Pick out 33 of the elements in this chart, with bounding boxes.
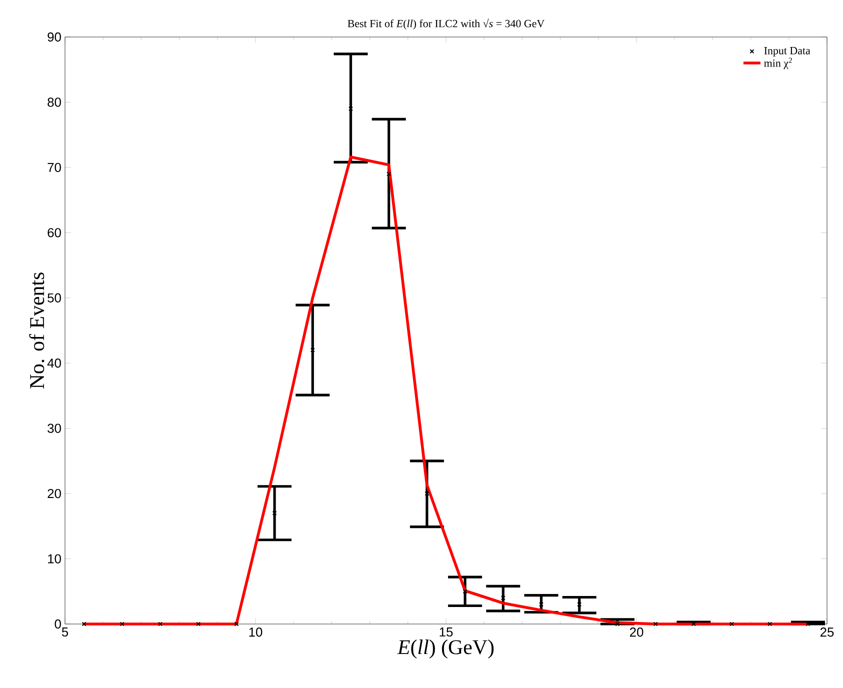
point — [386, 172, 392, 176]
y-tick-label: 20 — [48, 488, 61, 498]
y-tick-label: 80 — [48, 98, 61, 107]
legend-label: Input Data — [764, 47, 810, 57]
y-tick-label: 0 — [54, 619, 61, 629]
point — [577, 602, 582, 607]
point — [729, 622, 734, 626]
y-tick-label: 10 — [48, 554, 61, 564]
y-tick-label: 60 — [48, 228, 61, 238]
y-tick-label: 30 — [48, 424, 61, 433]
x-tick-label: 20 — [630, 628, 644, 637]
y-axis-title: No. of Events — [29, 272, 44, 389]
point — [653, 622, 658, 626]
x-tick-label: 15 — [440, 628, 453, 637]
point — [424, 491, 430, 496]
x-axis-title: E(ll) (GeV) — [397, 640, 494, 658]
y-tick-label: 50 — [48, 293, 61, 302]
y-tick-label: 40 — [47, 358, 61, 368]
x-tick-label: 10 — [249, 628, 262, 637]
point — [272, 510, 277, 516]
y-tick-label: 70 — [48, 162, 61, 172]
x-tick-label: 25 — [820, 628, 834, 637]
point — [462, 589, 468, 594]
legend-label: min χ$^{2}$ — [764, 58, 792, 70]
point — [82, 622, 86, 626]
point — [768, 622, 772, 626]
point — [158, 622, 163, 626]
point — [196, 622, 201, 626]
x-tick-label: 5 — [62, 628, 68, 637]
chart-title: Best Fit of E(ll) for ILC2 with √s = 340 GeV — [348, 18, 544, 30]
point — [234, 622, 239, 626]
point — [120, 622, 124, 626]
y-tick-label: 90 — [48, 32, 61, 42]
